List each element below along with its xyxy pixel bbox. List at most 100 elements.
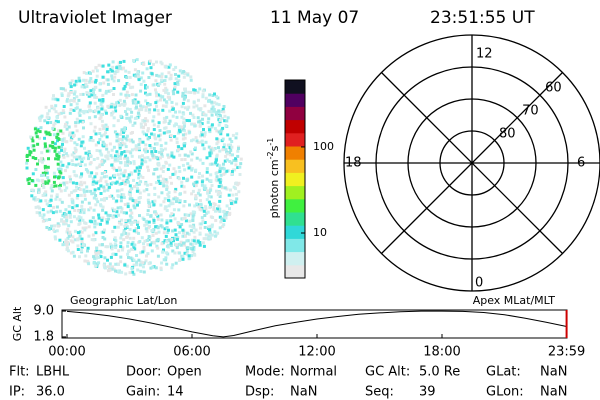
pixel — [142, 79, 146, 83]
pixel — [98, 138, 102, 141]
pixel — [61, 154, 65, 158]
pixel — [128, 197, 132, 201]
pixel — [159, 147, 163, 151]
pixel — [148, 92, 152, 96]
pixel — [194, 196, 198, 200]
pixel — [68, 180, 72, 184]
pixel — [203, 226, 207, 229]
pixel — [213, 92, 216, 96]
pixel — [104, 131, 108, 135]
pixel — [228, 151, 232, 154]
pixel — [123, 263, 127, 267]
pixel — [32, 144, 36, 148]
pixel — [94, 66, 98, 70]
pixel — [130, 110, 134, 114]
pixel — [75, 181, 79, 185]
pixel — [100, 243, 104, 247]
pixel — [177, 148, 181, 152]
pixel — [63, 240, 67, 244]
pixel — [229, 143, 232, 147]
pixel — [124, 160, 127, 164]
pixel — [53, 146, 57, 150]
pixel — [53, 149, 57, 153]
pixel — [103, 171, 107, 174]
pixel — [157, 150, 161, 154]
pixel — [87, 262, 91, 266]
pixel — [166, 130, 170, 134]
pixel — [27, 182, 31, 185]
pixel — [209, 148, 213, 152]
pixel — [217, 178, 221, 182]
pixel — [135, 105, 138, 109]
pixel — [90, 238, 94, 242]
pixel — [132, 245, 136, 249]
pixel — [138, 155, 142, 159]
pixel — [186, 178, 190, 182]
pixel — [101, 208, 105, 212]
pixel — [156, 175, 160, 179]
pixel — [33, 127, 37, 131]
pixel — [153, 241, 157, 245]
pixel — [26, 146, 30, 150]
pixel — [106, 125, 109, 129]
pixel — [113, 236, 117, 240]
pixel — [122, 193, 126, 197]
pixel — [136, 222, 139, 226]
pixel — [144, 147, 148, 151]
pixel — [230, 172, 234, 176]
pixel — [99, 176, 103, 180]
pixel — [58, 186, 62, 190]
pixel — [205, 170, 209, 174]
pixel — [145, 222, 149, 226]
pixel — [124, 223, 128, 226]
pixel — [38, 119, 42, 123]
spoke — [381, 72, 563, 254]
pixel — [44, 130, 48, 134]
pixel — [101, 140, 105, 144]
pixel — [124, 69, 128, 73]
pixel — [108, 195, 112, 198]
pixel — [126, 252, 130, 256]
pixel — [103, 256, 107, 260]
pixel — [106, 188, 110, 192]
pixel — [101, 236, 105, 239]
pixel — [80, 85, 84, 89]
pixel — [42, 192, 46, 196]
pixel — [86, 169, 90, 173]
pixel — [73, 90, 77, 94]
pixel — [130, 266, 134, 270]
pixel — [221, 108, 225, 111]
pixel — [217, 103, 221, 107]
pixel — [99, 103, 103, 107]
pixel — [66, 98, 69, 102]
pixel — [160, 218, 164, 222]
pixel — [235, 197, 239, 201]
pixel — [115, 133, 119, 137]
pixel — [137, 200, 141, 204]
pixel — [62, 137, 66, 141]
pixel — [206, 233, 210, 237]
pixel — [212, 202, 216, 206]
pixel — [73, 173, 77, 177]
pixel — [142, 120, 146, 124]
pixel — [120, 151, 124, 154]
pixel — [154, 88, 157, 92]
pixel — [86, 110, 89, 114]
pixel — [167, 195, 171, 199]
pixel — [174, 110, 177, 114]
pixel — [155, 104, 158, 108]
pixel — [69, 251, 73, 255]
pixel — [111, 215, 115, 219]
pixel — [187, 105, 191, 109]
pixel — [61, 109, 65, 113]
pixel — [126, 107, 129, 111]
pixel — [125, 76, 129, 79]
pixel — [162, 180, 166, 184]
pixel — [195, 202, 199, 206]
pixel — [155, 73, 159, 77]
pixel — [207, 145, 211, 149]
pixel — [148, 59, 152, 63]
plot-title: Geographic Lat/Lon — [70, 294, 177, 307]
pixel — [46, 181, 50, 185]
